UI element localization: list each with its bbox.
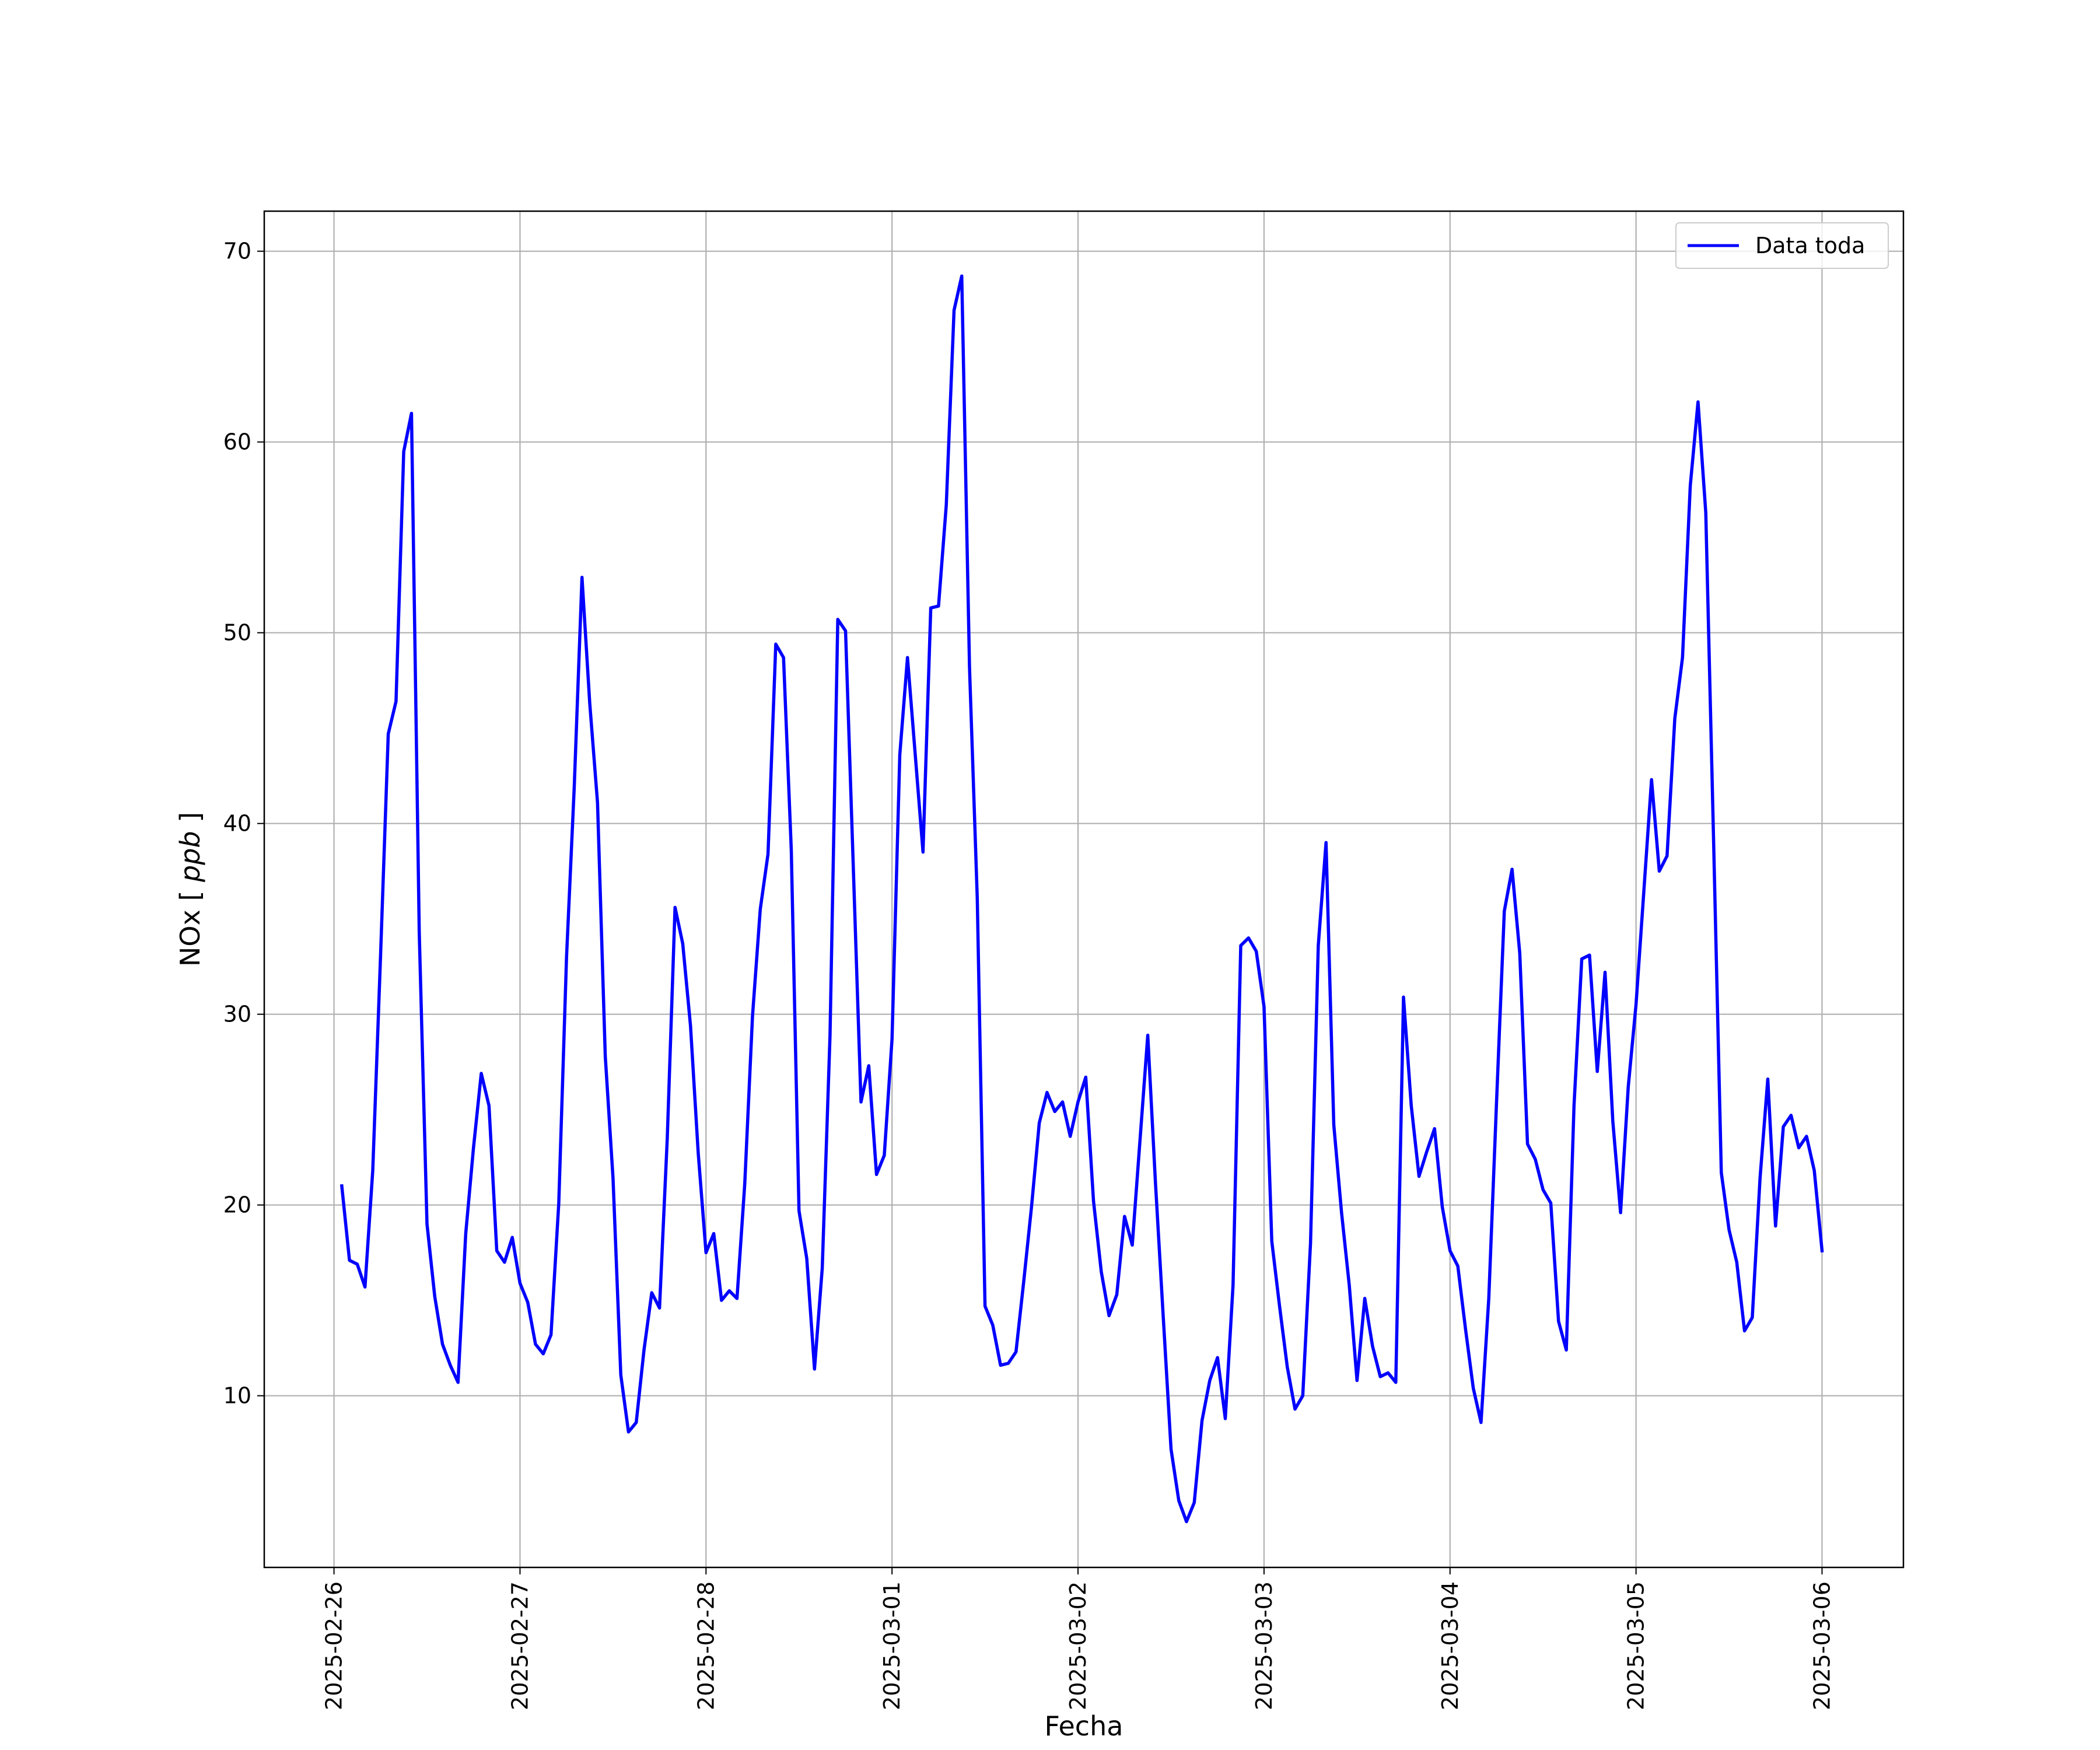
series-line [340,274,1824,1524]
x-tick-label: 2025-02-27 [507,1581,533,1710]
y-tick-label: 60 [223,429,251,455]
y-tick-label: 50 [223,620,251,646]
x-tick-label: 2025-03-05 [1623,1581,1649,1710]
x-tick-label: 2025-03-01 [879,1581,905,1710]
x-axis-label: Fecha [1045,1710,1124,1742]
x-tick-label: 2025-02-28 [693,1581,719,1710]
y-tick-label: 40 [223,811,251,836]
legend-label: Data toda [1755,233,1865,258]
x-tick-label: 2025-02-26 [321,1581,347,1710]
y-tick-label: 10 [223,1383,251,1409]
grid [264,211,1903,1567]
legend-box [1675,222,1889,269]
y-tick-label: 30 [223,1002,251,1027]
series-layer [340,274,1824,1524]
x-tick-label: 2025-03-03 [1251,1581,1277,1710]
axis-ticks: 10 20 30 40 50 60 70 2025-02-26 2025-02-27 2025-0… [223,239,1835,1710]
legend: Data toda [1675,222,1889,269]
y-axis-label-text: NOx [174,909,206,967]
y-tick-label: 70 [223,239,251,264]
plot-frame [263,210,1905,1569]
y-axis-label-bracket-close: ] [174,812,206,822]
y-axis-label-unit: ppb [174,831,206,883]
x-tick-label: 2025-03-02 [1065,1581,1091,1710]
y-tick-label: 20 [223,1192,251,1218]
y-axis-label-bracket-open: [ [174,891,206,901]
x-tick-label: 2025-03-06 [1809,1581,1835,1710]
y-axis-label: NOx [ ppb ] [174,812,206,967]
x-tick-label: 2025-03-04 [1437,1581,1463,1710]
